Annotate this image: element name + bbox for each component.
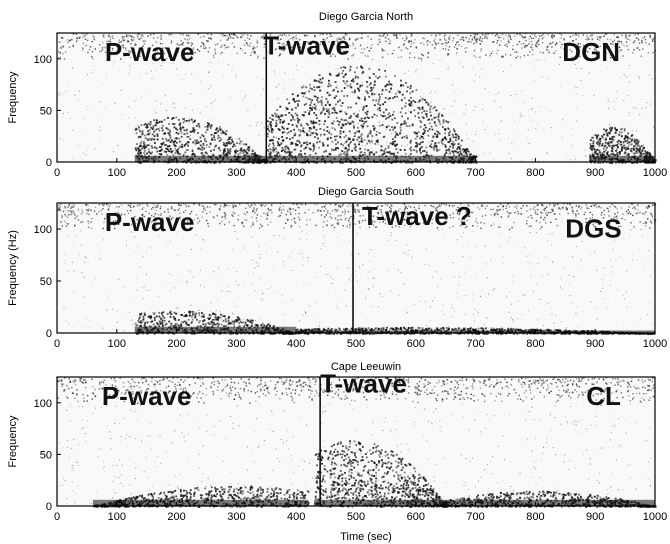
- annotation-label: T-wave: [320, 368, 407, 398]
- panel-title: Diego Garcia South: [318, 186, 414, 198]
- y-axis-label: Frequency (Hz): [7, 230, 19, 306]
- panel-cape-leeuwin: 0 100 200 300 400 500 600 700 800 900 1000 0 50 100 P-…: [7, 361, 667, 543]
- annotation-label: T-wave: [263, 31, 350, 61]
- y-tick-label: 0: [46, 328, 52, 340]
- x-tick-label: 200: [167, 167, 185, 179]
- y-tick-label: 0: [46, 157, 52, 169]
- x-tick-label: 700: [466, 167, 484, 179]
- x-tick-label: 900: [586, 511, 604, 523]
- noise-texture: [57, 33, 655, 162]
- y-tick-label: 0: [46, 501, 52, 513]
- y-tick-label: 100: [34, 398, 52, 410]
- high-frequency-band: [57, 377, 656, 405]
- y-axis-label: Frequency: [7, 71, 19, 123]
- x-tick-label: 200: [167, 511, 185, 523]
- annotation-label: P-wave: [105, 207, 195, 237]
- y-tick-label: 100: [34, 54, 52, 66]
- annotation-label: CL: [586, 381, 621, 411]
- x-tick-label: 300: [227, 167, 245, 179]
- x-tick-label: 1000: [643, 167, 667, 179]
- energy-burst: [266, 65, 478, 164]
- y-tick-label: 50: [40, 449, 52, 461]
- x-tick-label: 300: [227, 338, 245, 350]
- y-axis-label: Frequency: [7, 415, 19, 467]
- x-tick-label: 300: [227, 511, 245, 523]
- x-tick-label: 400: [287, 511, 305, 523]
- y-tick-label: 50: [40, 105, 52, 117]
- panel-diego-garcia-south: 0 100 200 300 400 500 600 700 800 900 1000 0 50 100 P-…: [7, 186, 667, 350]
- x-tick-label: 200: [167, 338, 185, 350]
- x-tick-label: 500: [347, 167, 365, 179]
- high-frequency-band: [57, 33, 656, 60]
- x-tick-label: 100: [108, 511, 126, 523]
- x-tick-label: 0: [54, 338, 60, 350]
- y-tick-label: 50: [40, 276, 52, 288]
- x-tick-label: 800: [526, 338, 544, 350]
- annotation-label: T-wave ?: [362, 201, 472, 231]
- energy-burst: [445, 490, 657, 508]
- x-tick-label: 700: [466, 338, 484, 350]
- panel-title: Diego Garcia North: [319, 11, 413, 23]
- annotation-label: P-wave: [102, 381, 192, 411]
- x-tick-label: 500: [347, 511, 365, 523]
- x-tick-label: 700: [466, 511, 484, 523]
- annotation-label: P-wave: [105, 37, 195, 67]
- x-tick-label: 400: [287, 167, 305, 179]
- x-tick-label: 600: [407, 511, 425, 523]
- x-tick-label: 800: [526, 167, 544, 179]
- y-tick-label: 100: [34, 224, 52, 236]
- x-tick-label: 100: [108, 338, 126, 350]
- noise-texture: [57, 377, 655, 506]
- x-tick-label: 600: [407, 167, 425, 179]
- x-tick-label: 0: [54, 511, 60, 523]
- x-tick-label: 500: [347, 338, 365, 350]
- x-tick-label: 900: [586, 167, 604, 179]
- noise-texture: [57, 203, 655, 333]
- x-tick-label: 100: [108, 167, 126, 179]
- panel-diego-garcia-north: 0 100 200 300 400 500 600 700 800 900 1000 0 50 100 P-…: [7, 11, 667, 179]
- x-tick-label: 0: [54, 167, 60, 179]
- x-axis-label: Time (sec): [340, 531, 392, 543]
- x-tick-label: 600: [407, 338, 425, 350]
- panel-title: Cape Leeuwin: [331, 361, 401, 373]
- x-tick-label: 400: [287, 338, 305, 350]
- x-tick-label: 800: [526, 511, 544, 523]
- noise-speckle: [63, 229, 656, 334]
- x-tick-label: 1000: [643, 511, 667, 523]
- x-tick-label: 900: [586, 338, 604, 350]
- annotation-label: DGS: [565, 213, 621, 243]
- annotation-label: DGN: [562, 37, 620, 67]
- high-frequency-band: [57, 203, 657, 231]
- x-tick-label: 1000: [643, 338, 667, 350]
